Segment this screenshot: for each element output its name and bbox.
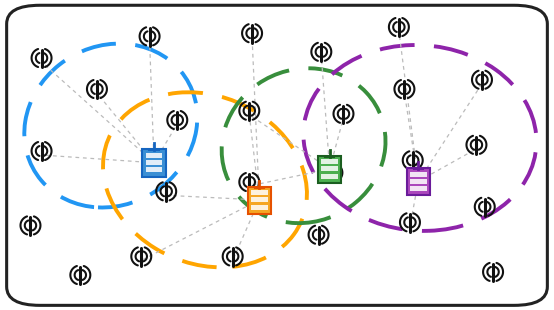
FancyBboxPatch shape	[410, 172, 427, 177]
FancyBboxPatch shape	[318, 156, 341, 183]
FancyBboxPatch shape	[146, 153, 162, 158]
FancyBboxPatch shape	[321, 159, 338, 164]
FancyBboxPatch shape	[251, 197, 268, 202]
FancyBboxPatch shape	[146, 167, 162, 172]
FancyBboxPatch shape	[251, 205, 268, 210]
FancyBboxPatch shape	[407, 168, 430, 196]
FancyBboxPatch shape	[251, 190, 268, 195]
FancyBboxPatch shape	[146, 160, 162, 165]
FancyBboxPatch shape	[248, 187, 271, 214]
FancyBboxPatch shape	[142, 149, 166, 177]
FancyBboxPatch shape	[410, 186, 427, 191]
FancyBboxPatch shape	[321, 166, 338, 171]
FancyBboxPatch shape	[321, 174, 338, 179]
FancyBboxPatch shape	[410, 179, 427, 184]
